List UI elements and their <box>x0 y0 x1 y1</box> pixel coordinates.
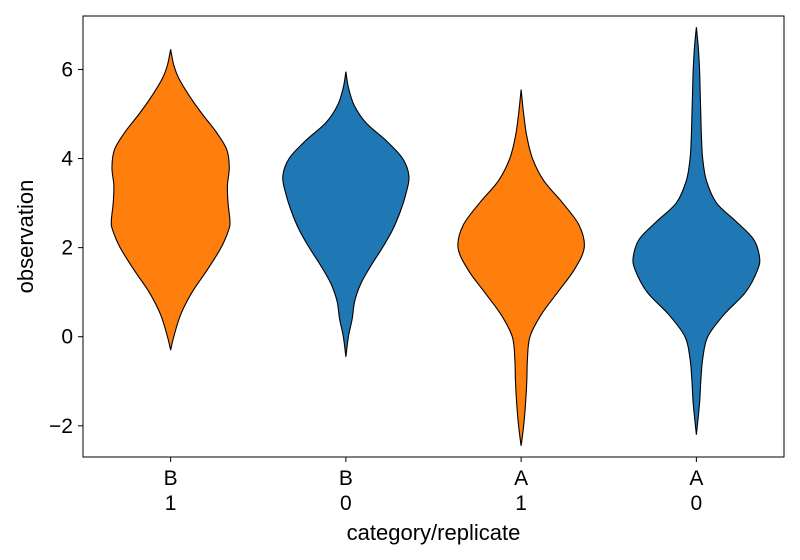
violin-A-1 <box>457 89 585 446</box>
x-tick-label-replicate: 1 <box>515 492 527 515</box>
x-tick-label-replicate: 0 <box>691 492 703 515</box>
violin-B-0 <box>282 71 410 357</box>
y-axis-label: observation <box>13 180 38 294</box>
x-tick-label-category: A <box>514 467 528 490</box>
y-tick-label: 4 <box>61 148 73 171</box>
violin-A-0 <box>632 27 761 435</box>
x-tick-label-replicate: 1 <box>165 492 177 515</box>
y-tick-label: 2 <box>61 237 73 260</box>
violin-B-1 <box>110 49 231 351</box>
plot-area-frame <box>82 15 785 458</box>
x-tick-label-category: A <box>689 467 703 490</box>
x-axis-label: category/replicate <box>347 520 521 545</box>
x-tick-label-category: B <box>339 467 353 490</box>
x-tick-label-replicate: 0 <box>340 492 352 515</box>
x-tick-label-category: B <box>164 467 178 490</box>
y-tick-label: 0 <box>61 326 73 349</box>
y-axis: −2 0 2 4 6 <box>49 58 83 438</box>
y-tick-label: 6 <box>61 58 73 81</box>
violin-layer <box>110 27 761 446</box>
y-tick-label: −2 <box>49 415 73 438</box>
